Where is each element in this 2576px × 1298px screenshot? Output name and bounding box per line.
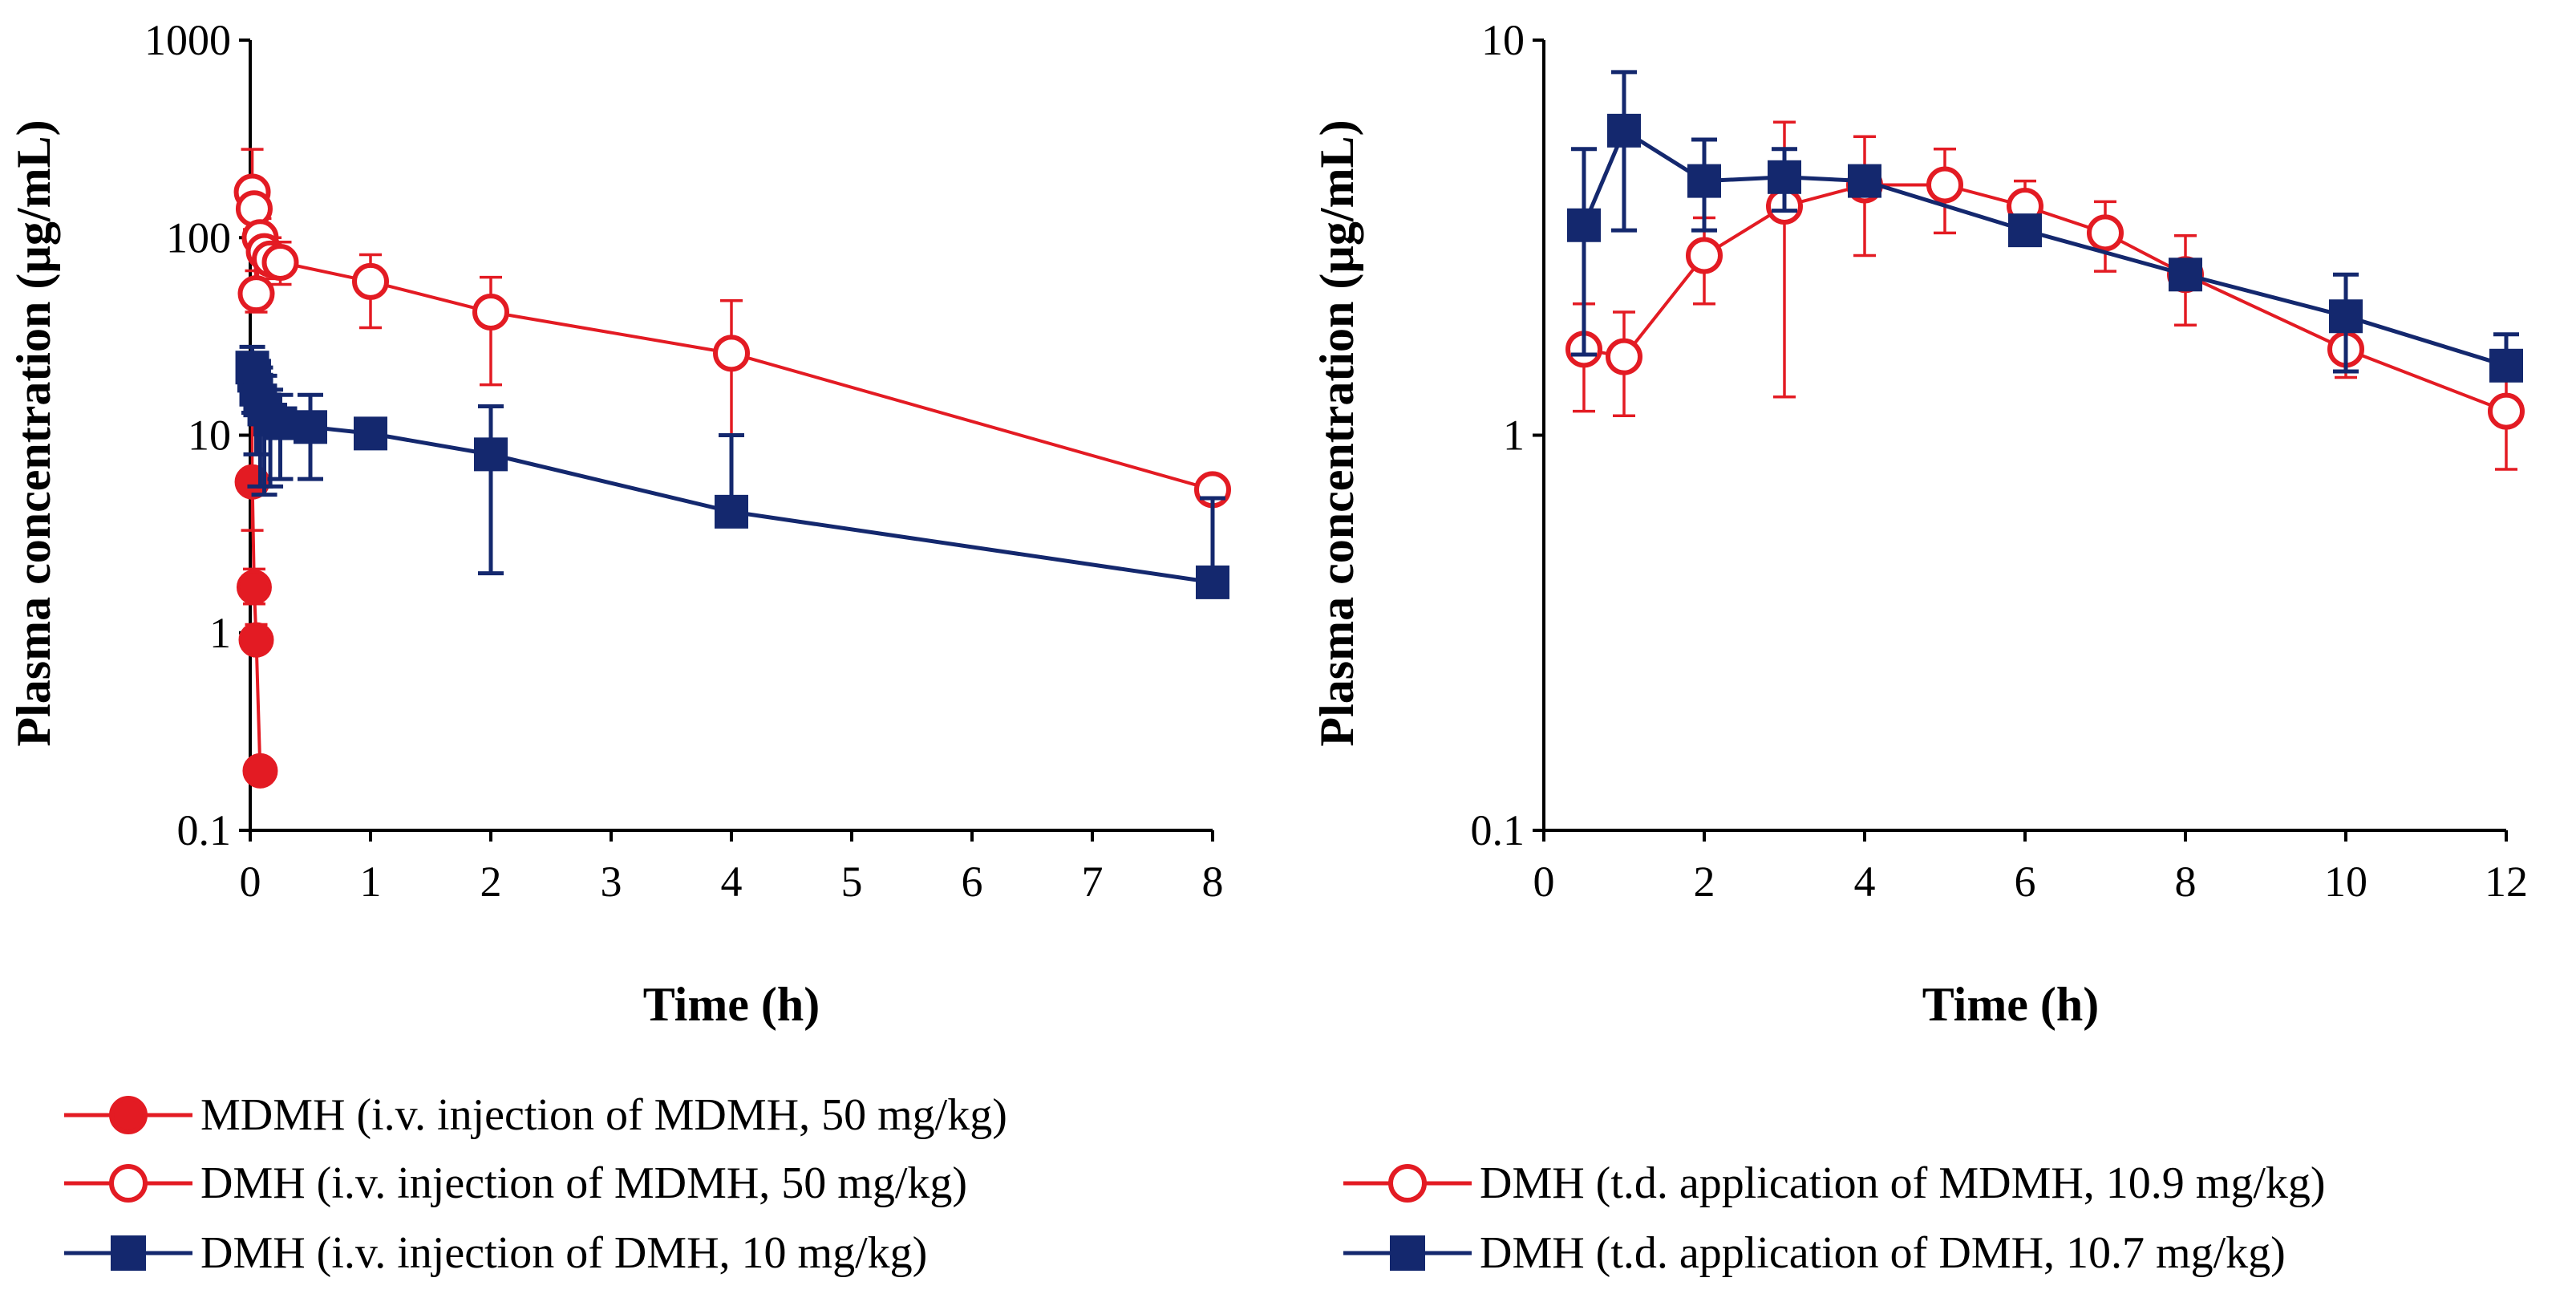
data-point xyxy=(1686,237,1723,274)
y-tick-label: 10 xyxy=(1481,16,1525,64)
plot-area xyxy=(1565,70,2525,471)
y-tick-label: 10 xyxy=(188,412,231,460)
legend-label: DMH (t.d. application of MDMH, 10.9 mg/k… xyxy=(1480,1158,2326,1208)
data-point xyxy=(1607,113,1641,148)
legend-item-dmh-iv-dmh: DMH (i.v. injection of DMH, 10 mg/kg) xyxy=(64,1228,927,1278)
data-point xyxy=(352,262,389,300)
x-tick-label: 8 xyxy=(2175,858,2197,906)
x-tick-label: 2 xyxy=(1694,858,1715,906)
td-application-chart: 0.1 1 10 0 2 4 6 8 10 12 Time (h) Plasma concentr… xyxy=(1310,16,2528,1031)
series-line xyxy=(250,481,262,771)
series-1 xyxy=(234,393,278,789)
y-tick-label: 1000 xyxy=(144,16,231,64)
data-point xyxy=(242,752,278,789)
series-2 xyxy=(1567,70,2523,383)
legend-marker-open-circle xyxy=(1388,1164,1427,1203)
data-point xyxy=(1768,160,1801,194)
x-tick-label: 6 xyxy=(962,858,983,906)
legend-marker-filled-square xyxy=(111,1235,146,1271)
legend-marker-filled-square xyxy=(1390,1235,1425,1271)
data-point xyxy=(2169,258,2202,292)
data-point xyxy=(1926,166,1963,204)
x-tick-label: 0 xyxy=(1533,858,1555,906)
x-tick-label: 0 xyxy=(240,858,261,906)
x-tick-label: 12 xyxy=(2485,858,2528,906)
y-axis-title: Plasma concentration (µg/mL) xyxy=(7,120,60,746)
legend-marker-filled-circle xyxy=(109,1096,148,1134)
x-tick-label: 5 xyxy=(841,858,863,906)
axes: 0.1 1 10 0 2 4 6 8 10 12 xyxy=(1471,16,2529,906)
series-3 xyxy=(235,344,1229,599)
axes: 0.1 1 10 100 1000 0 1 2 3 4 5 6 7 8 xyxy=(144,16,1224,906)
data-point xyxy=(472,294,509,331)
y-axis-title: Plasma concentration (µg/mL) xyxy=(1310,120,1363,746)
y-tick-label: 0.1 xyxy=(1471,806,1525,854)
legend-label: MDMH (i.v. injection of MDMH, 50 mg/kg) xyxy=(200,1090,1007,1140)
y-tick-label: 100 xyxy=(166,213,231,262)
data-point xyxy=(715,494,748,529)
data-point xyxy=(354,416,387,451)
x-tick-label: 4 xyxy=(1854,858,1876,906)
data-point xyxy=(713,335,750,372)
legend-item-dmh-td-dmh: DMH (t.d. application of DMH, 10.7 mg/kg… xyxy=(1343,1228,2286,1278)
data-point xyxy=(474,437,508,472)
legend-marker-open-circle xyxy=(109,1164,148,1203)
x-axis-title: Time (h) xyxy=(1922,978,2100,1031)
x-tick-label: 6 xyxy=(2015,858,2036,906)
plot-area xyxy=(233,148,1231,789)
legend-label: DMH (i.v. injection of DMH, 10 mg/kg) xyxy=(200,1228,927,1278)
y-tick-label: 0.1 xyxy=(177,806,232,854)
legend-label: DMH (i.v. injection of MDMH, 50 mg/kg) xyxy=(200,1158,967,1208)
x-tick-label: 8 xyxy=(1202,858,1224,906)
data-point xyxy=(2087,214,2124,252)
data-point xyxy=(2488,392,2525,430)
data-point xyxy=(294,410,327,444)
legend: MDMH (i.v. injection of MDMH, 50 mg/kg) … xyxy=(64,1090,2326,1278)
x-tick-label: 1 xyxy=(360,858,382,906)
legend-item-mdmh-iv: MDMH (i.v. injection of MDMH, 50 mg/kg) xyxy=(64,1090,1007,1140)
x-tick-label: 3 xyxy=(601,858,622,906)
data-point xyxy=(1606,338,1642,375)
x-axis-title: Time (h) xyxy=(643,978,820,1031)
x-tick-label: 2 xyxy=(480,858,502,906)
y-tick-label: 1 xyxy=(1503,412,1525,460)
data-point xyxy=(2329,299,2363,334)
data-point xyxy=(1567,208,1601,242)
data-point xyxy=(261,244,299,282)
data-point xyxy=(1848,164,1881,198)
legend-label: DMH (t.d. application of DMH, 10.7 mg/kg… xyxy=(1480,1228,2286,1278)
data-point xyxy=(1687,164,1721,198)
data-point xyxy=(237,275,275,313)
legend-item-dmh-td-mdmh: DMH (t.d. application of MDMH, 10.9 mg/k… xyxy=(1343,1158,2326,1208)
y-tick-label: 1 xyxy=(209,609,231,657)
iv-injection-chart: 0.1 1 10 100 1000 0 1 2 3 4 5 6 7 8 Time (h) Plasma c… xyxy=(7,16,1231,1031)
x-tick-label: 4 xyxy=(721,858,743,906)
x-tick-label: 10 xyxy=(2324,858,2367,906)
data-point xyxy=(236,570,272,606)
data-point xyxy=(238,622,274,658)
data-point xyxy=(1196,565,1229,599)
data-point xyxy=(2489,348,2523,383)
data-point xyxy=(2008,213,2042,248)
data-point xyxy=(263,406,298,440)
legend-item-dmh-iv-mdmh: DMH (i.v. injection of MDMH, 50 mg/kg) xyxy=(64,1158,967,1208)
x-tick-label: 7 xyxy=(1082,858,1104,906)
